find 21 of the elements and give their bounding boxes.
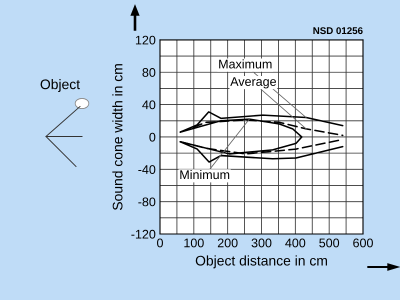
text: Average xyxy=(230,77,276,88)
y-tick-label: 40 xyxy=(142,100,156,110)
x-tick-label: 0 xyxy=(157,238,163,248)
x-axis-title: Object distance in cm xyxy=(196,255,327,268)
y-tick-label: -80 xyxy=(138,197,156,206)
y-tick-label: -40 xyxy=(138,165,156,174)
text: Minimum xyxy=(180,170,230,180)
y-axis-title: Sound cone width in cm xyxy=(112,64,123,210)
x-tick-label: 400 xyxy=(285,238,306,248)
y-tick-label: 120 xyxy=(136,36,156,45)
text: Object xyxy=(40,79,80,92)
x-tick-label: 300 xyxy=(252,238,272,248)
y-tick-label: 0 xyxy=(149,132,156,142)
x-tick-label: 200 xyxy=(218,238,238,248)
x-tick-label: 600 xyxy=(353,238,373,248)
text: NSD 01256 xyxy=(313,27,363,34)
y-tick-label: -120 xyxy=(131,230,156,239)
y-tick-label: 80 xyxy=(142,68,156,77)
text: Maximum xyxy=(219,59,272,68)
x-tick-label: 100 xyxy=(184,238,204,248)
x-tick-label: 500 xyxy=(319,238,340,248)
